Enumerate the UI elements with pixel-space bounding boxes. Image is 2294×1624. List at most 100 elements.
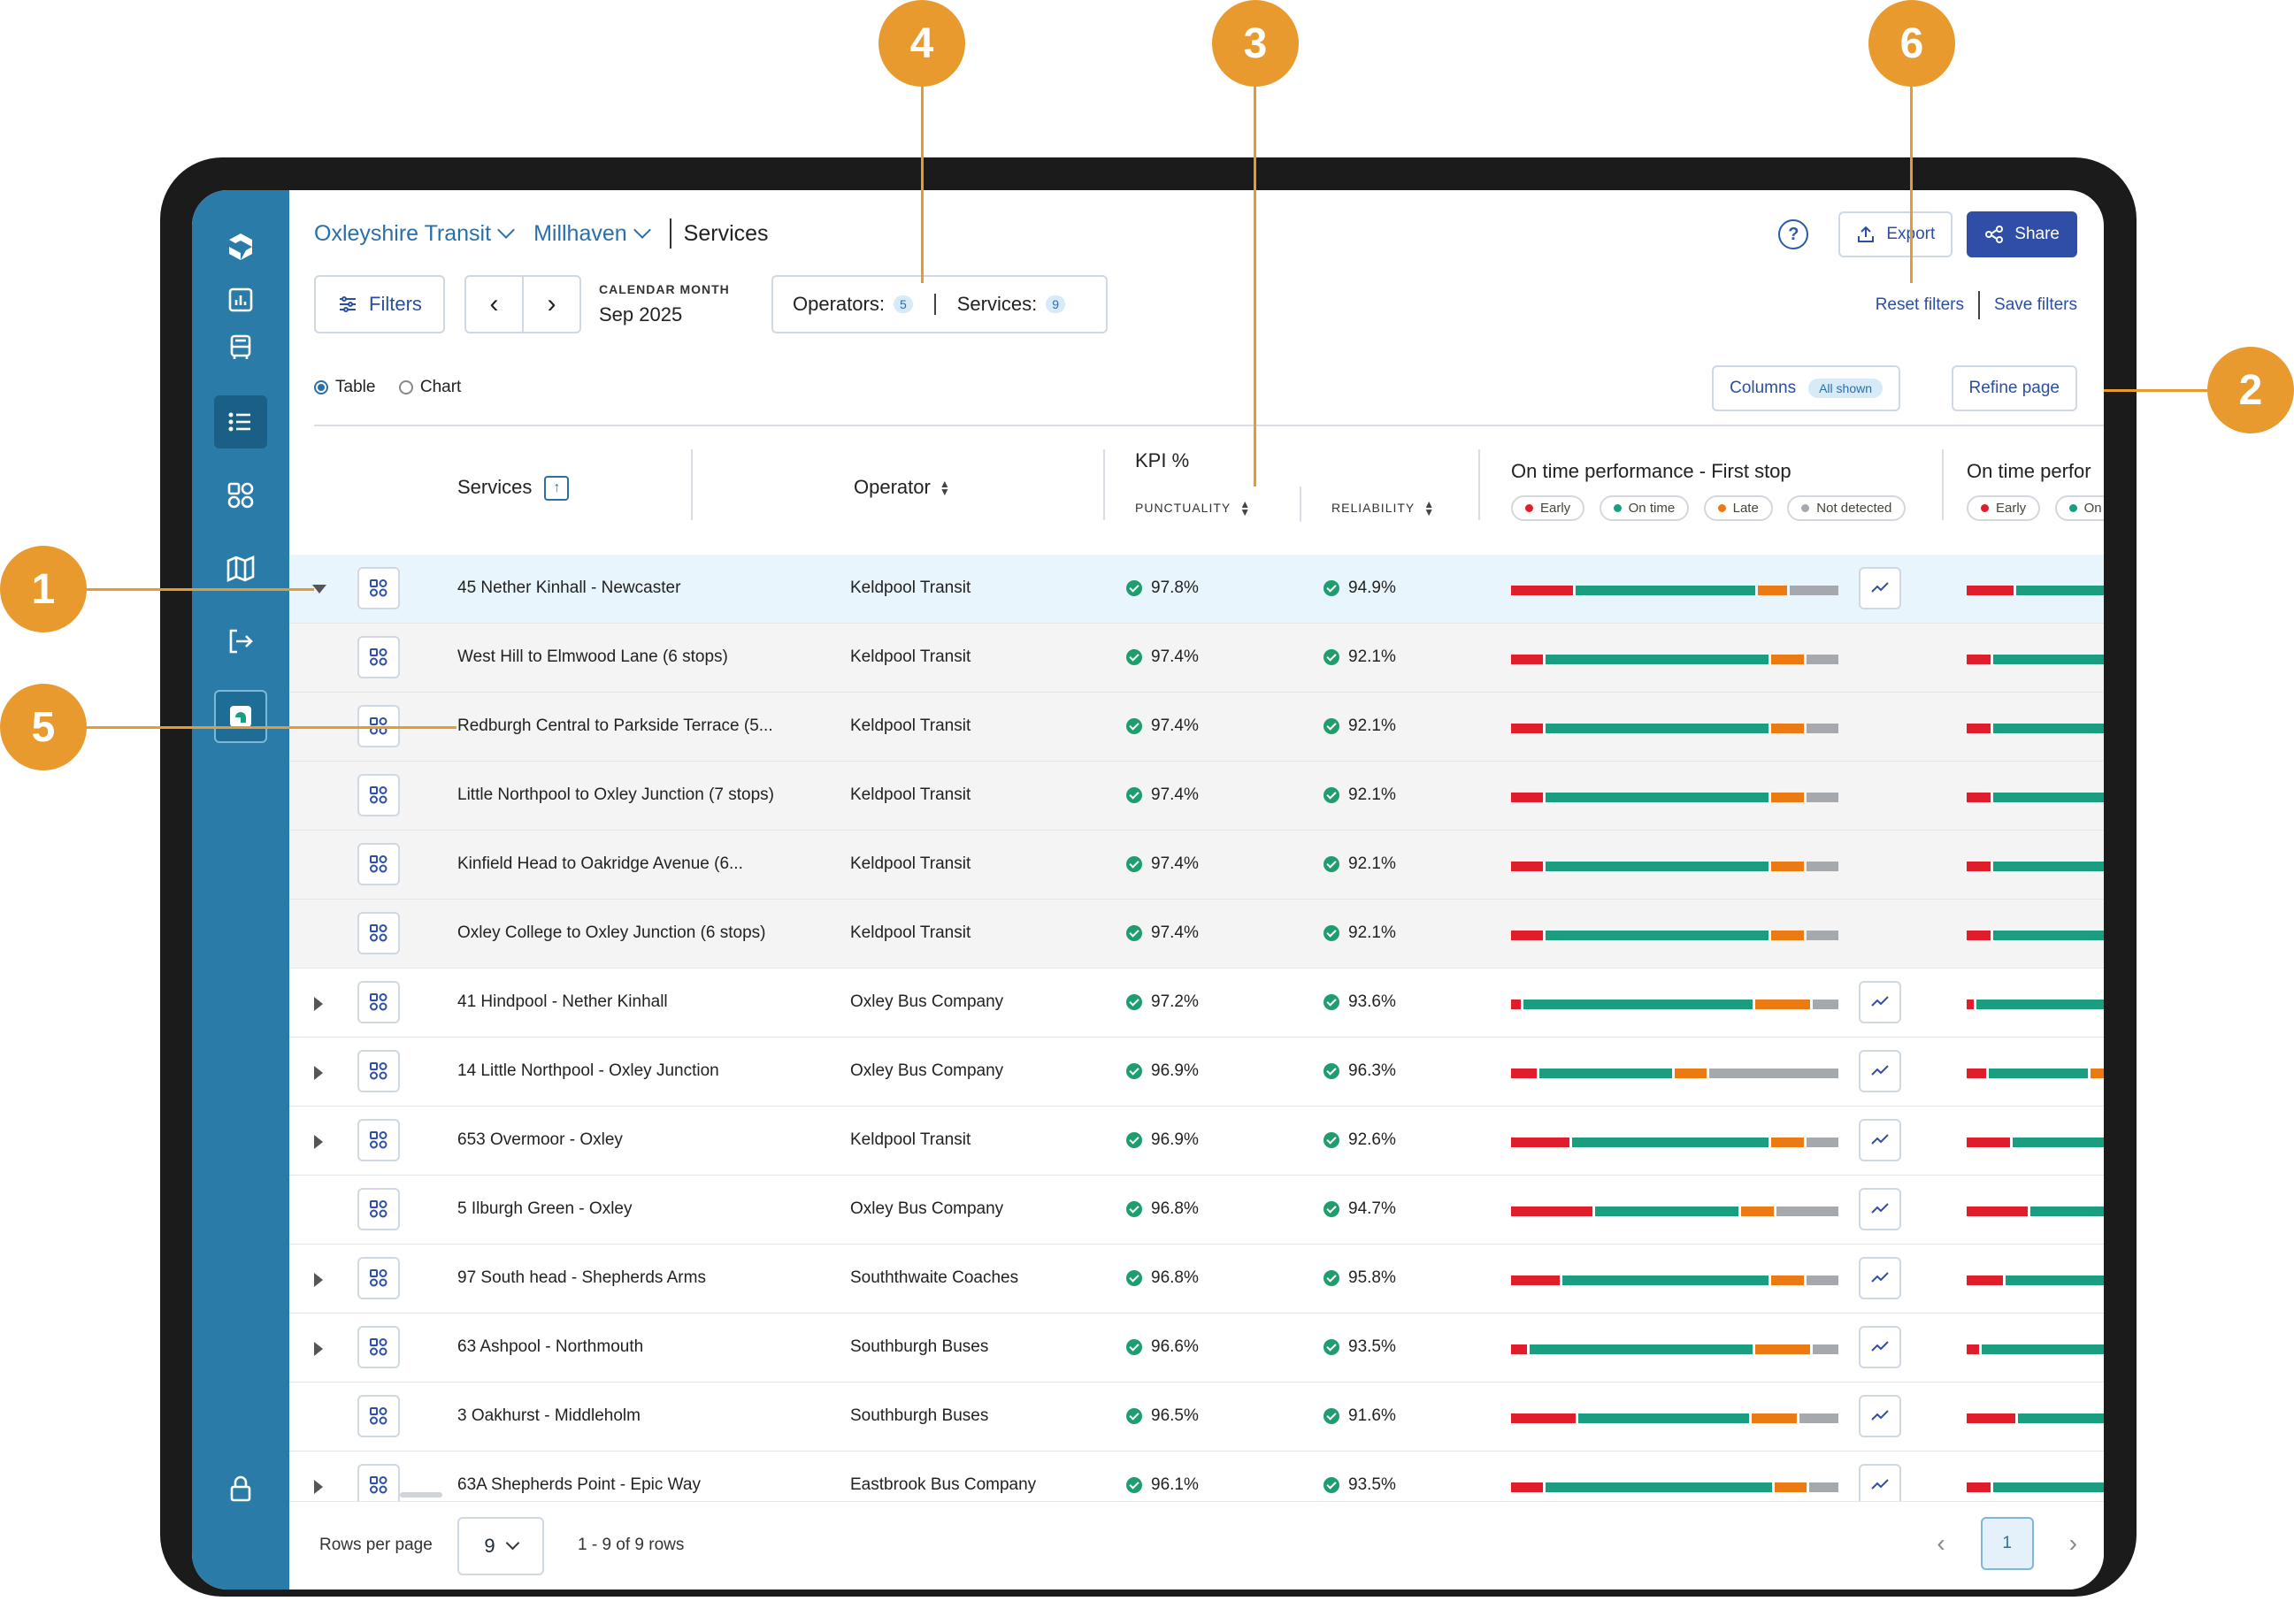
otp-next-bar[interactable]	[1967, 1000, 2104, 1009]
otp-first-stop-bar[interactable]	[1511, 931, 1839, 940]
service-name[interactable]: 653 Overmoor - Oxley	[457, 1130, 623, 1149]
otp-first-stop-bar[interactable]	[1511, 1207, 1838, 1216]
otp-first-stop-bar[interactable]	[1511, 1000, 1838, 1009]
service-detail-button[interactable]	[357, 774, 400, 816]
sidebar-item-partner-app[interactable]	[214, 690, 267, 743]
otp-next-bar[interactable]	[1967, 1069, 2104, 1078]
service-detail-button[interactable]	[357, 981, 400, 1023]
sidebar-item-services[interactable]	[214, 395, 267, 448]
otp-next-bar[interactable]	[1967, 1482, 2104, 1492]
otp-first-stop-bar[interactable]	[1511, 793, 1839, 802]
table-row[interactable]: 3 Oakhurst - Middleholm Southburgh Buses 9…	[289, 1383, 2104, 1452]
sidebar-item-logout[interactable]	[214, 615, 267, 668]
caret-right-icon[interactable]	[314, 1342, 323, 1356]
help-icon[interactable]: ?	[1778, 219, 1809, 249]
refine-page-button[interactable]: Refine page	[1951, 365, 2077, 411]
trend-chart-button[interactable]	[1859, 1188, 1901, 1230]
trend-chart-button[interactable]	[1859, 1257, 1901, 1299]
service-detail-button[interactable]	[357, 1395, 400, 1437]
punctuality-column-header[interactable]: PUNCTUALITY ▲ ▼	[1135, 499, 1250, 517]
next-month-button[interactable]: ›	[524, 277, 579, 332]
table-row[interactable]: 5 Ilburgh Green - Oxley Oxley Bus Company…	[289, 1176, 2104, 1245]
next-page-button[interactable]: ›	[2068, 1529, 2077, 1557]
reset-filters-link[interactable]: Reset filters	[1875, 295, 1965, 314]
otp-next-bar[interactable]	[1967, 655, 2104, 664]
otp-first-stop-bar[interactable]	[1511, 586, 1838, 595]
service-name[interactable]: Kinfield Head to Oakridge Avenue (6...	[457, 854, 743, 873]
reliability-column-header[interactable]: RELIABILITY ▲ ▼	[1331, 499, 1434, 517]
trend-chart-button[interactable]	[1859, 1464, 1901, 1506]
table-row[interactable]: West Hill to Elmwood Lane (6 stops) Keldp…	[289, 624, 2104, 693]
trend-chart-button[interactable]	[1859, 1326, 1901, 1368]
service-detail-button[interactable]	[357, 843, 400, 885]
service-name[interactable]: Oxley College to Oxley Junction (6 stops…	[457, 923, 766, 942]
service-detail-button[interactable]	[357, 636, 400, 678]
otp-next-bar[interactable]	[1967, 793, 2104, 802]
service-name[interactable]: 63 Ashpool - Northmouth	[457, 1337, 644, 1356]
legend-not-detected[interactable]: Not detected	[1787, 495, 1907, 521]
table-row[interactable]: 97 South head - Shepherds Arms Souththwai…	[289, 1245, 2104, 1314]
service-name[interactable]: 41 Hindpool - Nether Kinhall	[457, 992, 668, 1011]
caret-right-icon[interactable]	[314, 1135, 323, 1149]
service-detail-button[interactable]	[357, 1326, 400, 1368]
legend-on-time[interactable]: On t	[2054, 495, 2104, 521]
service-detail-button[interactable]	[357, 1188, 400, 1230]
caret-right-icon[interactable]	[314, 1273, 323, 1287]
table-row[interactable]: 653 Overmoor - Oxley Keldpool Transit 96.9…	[289, 1107, 2104, 1176]
table-row[interactable]: 41 Hindpool - Nether Kinhall Oxley Bus Co…	[289, 969, 2104, 1038]
caret-right-icon[interactable]	[314, 1066, 323, 1080]
table-row[interactable]: Little Northpool to Oxley Junction (7 st…	[289, 762, 2104, 831]
trend-chart-button[interactable]	[1859, 1395, 1901, 1437]
trend-chart-button[interactable]	[1859, 1119, 1901, 1161]
sidebar-item-vehicles[interactable]	[214, 321, 267, 374]
otp-next-bar[interactable]	[1967, 931, 2104, 940]
sidebar-item-lock[interactable]	[214, 1462, 267, 1515]
service-detail-button[interactable]	[357, 1464, 400, 1506]
service-detail-button[interactable]	[357, 1050, 400, 1092]
sidebar-item-reports[interactable]	[214, 273, 267, 326]
caret-right-icon[interactable]	[314, 997, 323, 1011]
service-detail-button[interactable]	[357, 567, 400, 609]
otp-first-stop-bar[interactable]	[1511, 1413, 1838, 1423]
table-row[interactable]: 14 Little Northpool - Oxley Junction Oxle…	[289, 1038, 2104, 1107]
service-detail-button[interactable]	[357, 912, 400, 954]
share-button[interactable]: Share	[1967, 211, 2077, 257]
caret-right-icon[interactable]	[314, 1480, 323, 1494]
otp-next-bar[interactable]	[1967, 586, 2104, 595]
otp-next-bar[interactable]	[1967, 1344, 2104, 1354]
app-logo-icon[interactable]	[214, 220, 267, 273]
service-detail-button[interactable]	[357, 1257, 400, 1299]
otp-first-stop-bar[interactable]	[1511, 1344, 1838, 1354]
breadcrumb-org[interactable]: Oxleyshire Transit	[314, 221, 515, 247]
otp-next-bar[interactable]	[1967, 1275, 2104, 1285]
trend-chart-button[interactable]	[1859, 1050, 1901, 1092]
otp-first-stop-bar[interactable]	[1511, 862, 1839, 871]
otp-first-stop-bar[interactable]	[1511, 1275, 1839, 1285]
service-name[interactable]: Little Northpool to Oxley Junction (7 st…	[457, 785, 775, 804]
breadcrumb-region[interactable]: Millhaven	[533, 221, 651, 247]
filters-button[interactable]: Filters	[314, 275, 445, 333]
otp-next-bar[interactable]	[1967, 1207, 2104, 1216]
legend-early[interactable]: Early	[1511, 495, 1585, 521]
service-name[interactable]: 45 Nether Kinhall - Newcaster	[457, 578, 681, 597]
table-row[interactable]: Redburgh Central to Parkside Terrace (5.…	[289, 693, 2104, 762]
otp-first-stop-bar[interactable]	[1511, 1069, 1838, 1078]
service-name[interactable]: 3 Oakhurst - Middleholm	[457, 1406, 641, 1425]
table-row[interactable]: Kinfield Head to Oakridge Avenue (6... Ke…	[289, 831, 2104, 900]
columns-button[interactable]: Columns All shown	[1712, 365, 1900, 411]
rows-per-page-select[interactable]: 9	[457, 1517, 544, 1575]
chart-view-radio[interactable]: Chart	[398, 378, 461, 397]
operator-column-header[interactable]: Operator ▲ ▼	[854, 476, 950, 499]
trend-chart-button[interactable]	[1859, 981, 1901, 1023]
services-column-header[interactable]: Services ↑	[457, 476, 570, 502]
previous-page-button[interactable]: ‹	[1937, 1529, 1945, 1557]
service-name[interactable]: 14 Little Northpool - Oxley Junction	[457, 1061, 719, 1080]
table-row[interactable]: 63 Ashpool - Northmouth Southburgh Buses 9…	[289, 1314, 2104, 1383]
save-filters-link[interactable]: Save filters	[1994, 295, 2077, 314]
export-button[interactable]: Export	[1838, 211, 1953, 257]
legend-on-time[interactable]: On time	[1599, 495, 1690, 521]
otp-first-stop-bar[interactable]	[1511, 655, 1839, 664]
otp-first-stop-bar[interactable]	[1511, 1482, 1838, 1492]
caret-down-icon[interactable]	[312, 585, 326, 594]
table-view-radio[interactable]: Table	[314, 378, 375, 397]
